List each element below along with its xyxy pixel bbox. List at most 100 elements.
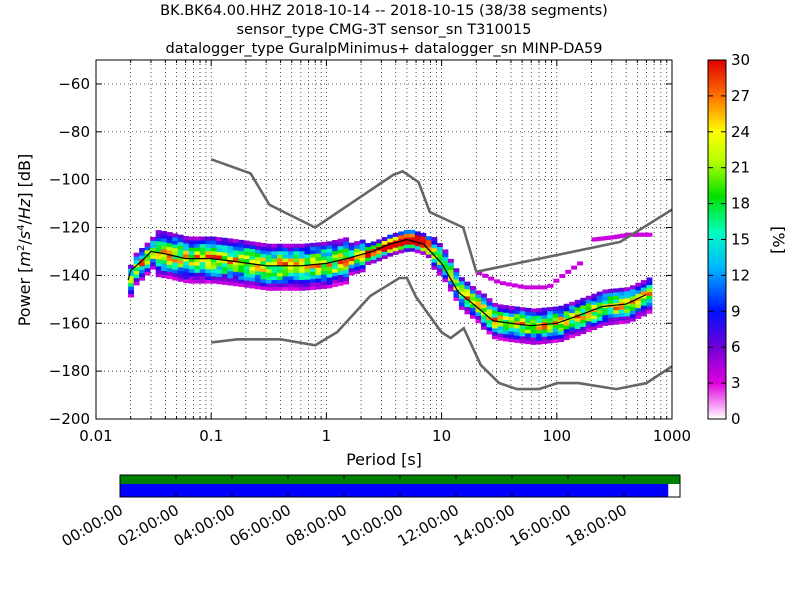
heatmap-cell — [304, 275, 311, 280]
heatmap-cell — [354, 269, 361, 274]
heatmap-cell — [431, 265, 438, 270]
heatmap-cell — [376, 239, 383, 244]
heatmap-cell — [150, 251, 157, 256]
heatmap-cell — [315, 285, 322, 290]
x-tick-label: 1000 — [653, 427, 691, 445]
heatmap-cell — [376, 257, 383, 262]
heatmap-cell — [166, 260, 173, 265]
heatmap-cell — [199, 247, 206, 252]
heatmap-cell — [254, 242, 261, 247]
heatmap-cell — [199, 279, 206, 284]
heatmap-cell — [276, 243, 283, 248]
heatmap-cell — [646, 299, 653, 304]
heatmap-cell — [282, 243, 289, 248]
heatmap-cell — [481, 322, 487, 327]
heatmap-cell — [571, 265, 578, 270]
colorbar-tick-label: 15 — [731, 231, 750, 249]
heatmap-cell — [221, 237, 228, 242]
heatmap-cell — [205, 276, 212, 281]
heatmap-cell — [232, 271, 239, 276]
heatmap-cell — [458, 280, 465, 285]
heatmap-cell — [271, 279, 278, 284]
heatmap-cell — [243, 258, 250, 263]
heatmap-cell — [321, 252, 328, 257]
heatmap-cell — [332, 279, 339, 284]
heatmap-cell — [177, 234, 184, 239]
heatmap-cell — [172, 240, 179, 245]
heatmap-cell — [221, 255, 228, 260]
heatmap-cell — [216, 244, 223, 249]
heatmap-cell — [559, 274, 566, 279]
heatmap-cell — [221, 262, 228, 267]
heatmap-cell — [139, 247, 146, 252]
heatmap-cell — [486, 308, 493, 313]
heatmap-cell — [547, 335, 554, 340]
heatmap-cell — [348, 257, 355, 262]
heatmap-cell — [646, 295, 653, 300]
heatmap-cell — [525, 332, 532, 337]
heatmap-cell — [166, 239, 173, 244]
heatmap-cell — [221, 259, 228, 264]
heatmap-cell — [332, 254, 339, 259]
heatmap-cell — [458, 295, 465, 300]
heatmap-cell — [315, 249, 322, 254]
heatmap-cell — [288, 250, 294, 255]
heatmap-cell — [282, 279, 289, 284]
heatmap-cell — [310, 278, 316, 283]
heatmap-cell — [580, 308, 587, 313]
heatmap-cell — [365, 261, 372, 266]
heatmap-cell — [326, 280, 333, 285]
heatmap-cell — [265, 254, 272, 259]
heatmap-cell — [580, 315, 587, 320]
heatmap-cell — [431, 247, 438, 252]
heatmap-cell — [199, 240, 206, 245]
heatmap-cell — [183, 264, 190, 269]
heatmap-cell — [172, 247, 179, 252]
heatmap-cell — [514, 317, 521, 322]
noise-model-low — [211, 276, 672, 391]
heatmap-cell — [205, 254, 212, 259]
heatmap-cell — [569, 308, 576, 313]
heatmap-cell — [172, 258, 179, 263]
heatmap-cell — [304, 250, 311, 255]
heatmap-cell — [183, 268, 190, 273]
heatmap-cell — [243, 283, 250, 288]
heatmap-cell — [640, 294, 647, 299]
timeline-tick-label: 00:00:00 — [59, 501, 126, 550]
heatmap-cell — [569, 330, 576, 335]
heatmap-cell — [514, 306, 521, 311]
heatmap-cell — [475, 304, 482, 309]
heatmap-cell — [569, 305, 576, 310]
heatmap-cell — [271, 258, 278, 263]
heatmap-cell — [486, 301, 493, 306]
heatmap-cell — [574, 307, 581, 312]
heatmap-cell — [458, 298, 465, 303]
heatmap-cell — [381, 247, 388, 252]
heatmap-cell — [547, 310, 554, 315]
heatmap-cell — [265, 265, 272, 270]
heatmap-cell — [144, 246, 151, 251]
heatmap-cell — [282, 276, 289, 281]
y-tick-label: −160 — [49, 314, 90, 332]
heatmap-cell — [613, 309, 620, 314]
timeline-tick-label: 18:00:00 — [563, 501, 630, 550]
heatmap-cell — [243, 240, 250, 245]
heatmap-cell — [343, 280, 350, 285]
colorbar-tick-label: 3 — [731, 374, 741, 392]
heatmap-cell — [343, 266, 350, 271]
heatmap-cell — [282, 272, 289, 277]
timeline-tick-label: 02:00:00 — [115, 501, 182, 550]
heatmap-cell — [348, 249, 355, 254]
heatmap-cell — [139, 265, 146, 270]
heatmap-cell — [254, 285, 261, 290]
heatmap-cell — [541, 332, 548, 337]
heatmap-cell — [469, 307, 476, 312]
heatmap-cell — [304, 282, 311, 287]
heatmap-cell — [172, 269, 179, 274]
heatmap-cell — [563, 336, 570, 341]
heatmap-cell — [139, 276, 146, 281]
heatmap-cell — [293, 247, 300, 252]
heatmap-cell — [580, 304, 587, 309]
heatmap-cell — [541, 329, 548, 334]
heatmap-cell — [216, 269, 223, 274]
